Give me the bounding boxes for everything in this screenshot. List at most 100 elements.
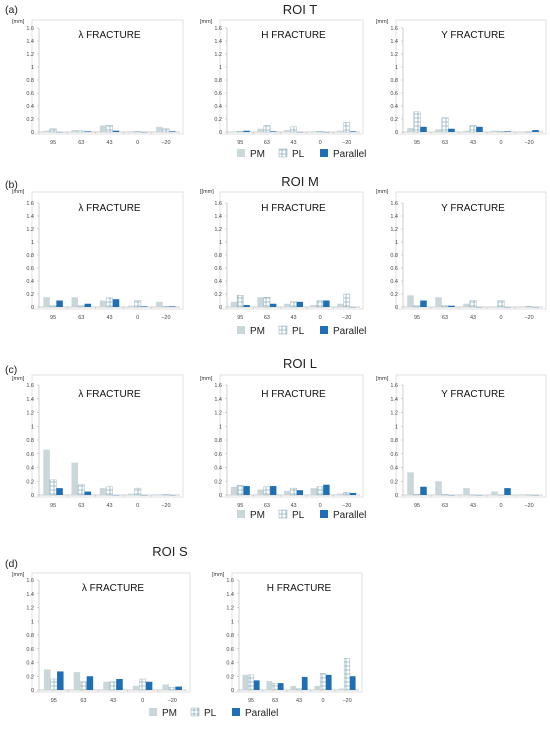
y-tick-label: 0.6: [26, 91, 34, 97]
bar-pm: [156, 127, 163, 132]
y-tick-label: 1.6: [226, 578, 234, 584]
x-tick-label: 0: [321, 698, 324, 704]
bar-parallel: [323, 485, 329, 495]
bar-pl: [344, 294, 350, 307]
y-tick-label: 1.6: [26, 26, 34, 32]
bar-parallel: [113, 299, 120, 307]
y-tick-label: 0.8: [390, 78, 398, 84]
bar-parallel: [504, 131, 511, 132]
x-tick-label: 0: [499, 503, 502, 509]
y-tick-label: 1.4: [390, 214, 398, 220]
y-tick-label: 0.4: [26, 104, 34, 110]
x-tick-label: −20: [168, 698, 177, 704]
bar-pm: [407, 295, 414, 307]
x-tick-label: −20: [524, 315, 533, 321]
bar-parallel: [448, 129, 455, 132]
bar-pl: [106, 126, 113, 133]
y-tick-label: 1.2: [26, 227, 34, 233]
y-tick-label: 0.4: [390, 466, 398, 472]
bar-pl: [290, 302, 296, 307]
panel-title: ROI S: [152, 544, 188, 559]
bar-pm: [257, 129, 263, 132]
bar-parallel: [243, 131, 249, 132]
y-tick-label: 0: [219, 130, 222, 136]
y-tick-label: 0.2: [390, 292, 398, 298]
x-tick-label: 0: [319, 140, 322, 146]
x-tick-label: 95: [414, 503, 420, 509]
x-tick-label: 0: [136, 315, 139, 321]
bar-pm: [162, 685, 169, 691]
y-tick-label: 0.2: [214, 117, 222, 123]
bar-pm: [407, 472, 414, 495]
x-tick-label: 63: [264, 140, 270, 146]
bar-pm: [43, 131, 50, 132]
bar-pm: [128, 306, 135, 307]
y-tick-label: 0.8: [26, 78, 34, 84]
bar-pl: [317, 131, 323, 132]
y-tick-label: 1.6: [214, 26, 222, 32]
legend-swatch-pl: [191, 708, 199, 716]
bar-pm: [314, 686, 320, 690]
y-tick-label: 0.8: [26, 633, 34, 639]
bar-pl: [134, 131, 141, 132]
bar-parallel: [87, 676, 94, 690]
bar-pm: [44, 669, 51, 690]
bar-pm: [311, 131, 317, 132]
y-tick-label: 1.4: [26, 39, 34, 45]
bar-pm: [257, 490, 263, 496]
y-tick-label: 1: [31, 424, 34, 430]
bar-pm: [435, 129, 442, 132]
bar-parallel: [420, 301, 427, 308]
y-tick-label: 0: [231, 688, 234, 694]
bar-parallel: [85, 131, 92, 132]
y-tick-label: 1: [395, 240, 398, 246]
bar-parallel: [243, 305, 249, 307]
bar-pl: [139, 679, 146, 690]
legend-label-pl: PL: [292, 510, 305, 521]
x-tick-label: 95: [51, 698, 57, 704]
x-tick-label: 43: [106, 503, 112, 509]
bar-pl: [106, 487, 113, 495]
unit-label: [mm]: [12, 19, 25, 25]
bar-pm: [407, 128, 414, 132]
unit-label: [mm]: [376, 19, 389, 25]
bar-pl: [169, 687, 176, 690]
legend-swatch-parallel: [320, 510, 328, 518]
bar-pl: [290, 488, 296, 495]
bar-pl: [163, 129, 170, 132]
y-tick-label: 1: [231, 619, 234, 625]
y-tick-label: 1.6: [214, 383, 222, 389]
bar-pl: [237, 295, 243, 307]
bar-parallel: [297, 302, 303, 307]
x-tick-label: 95: [237, 315, 243, 321]
y-tick-label: 1.4: [26, 397, 34, 403]
y-tick-label: 1.2: [214, 52, 222, 58]
bar-pl: [442, 494, 449, 495]
y-tick-label: 0: [31, 130, 34, 136]
y-tick-label: 1: [395, 65, 398, 71]
x-tick-label: 63: [264, 503, 270, 509]
bar-pm: [72, 297, 79, 307]
bar-pm: [491, 131, 498, 132]
x-tick-label: −20: [524, 140, 533, 146]
bar-parallel: [350, 131, 356, 132]
y-tick-label: 1.4: [226, 592, 234, 598]
legend-label-pm: PM: [162, 708, 177, 719]
y-tick-label: 1.4: [26, 592, 34, 598]
bar-pl: [414, 306, 421, 307]
bar-pl: [296, 689, 302, 690]
bar-pm: [463, 488, 470, 495]
y-tick-label: 1.2: [214, 227, 222, 233]
chart-title: λ FRACTURE: [78, 203, 141, 214]
y-tick-label: 0.4: [214, 104, 222, 110]
chart-title: λ FRACTURE: [82, 583, 145, 594]
unit-label: [mm]: [376, 376, 389, 382]
bar-pl: [470, 126, 477, 133]
x-tick-label: 63: [272, 698, 278, 704]
y-tick-label: 1.2: [390, 411, 398, 417]
